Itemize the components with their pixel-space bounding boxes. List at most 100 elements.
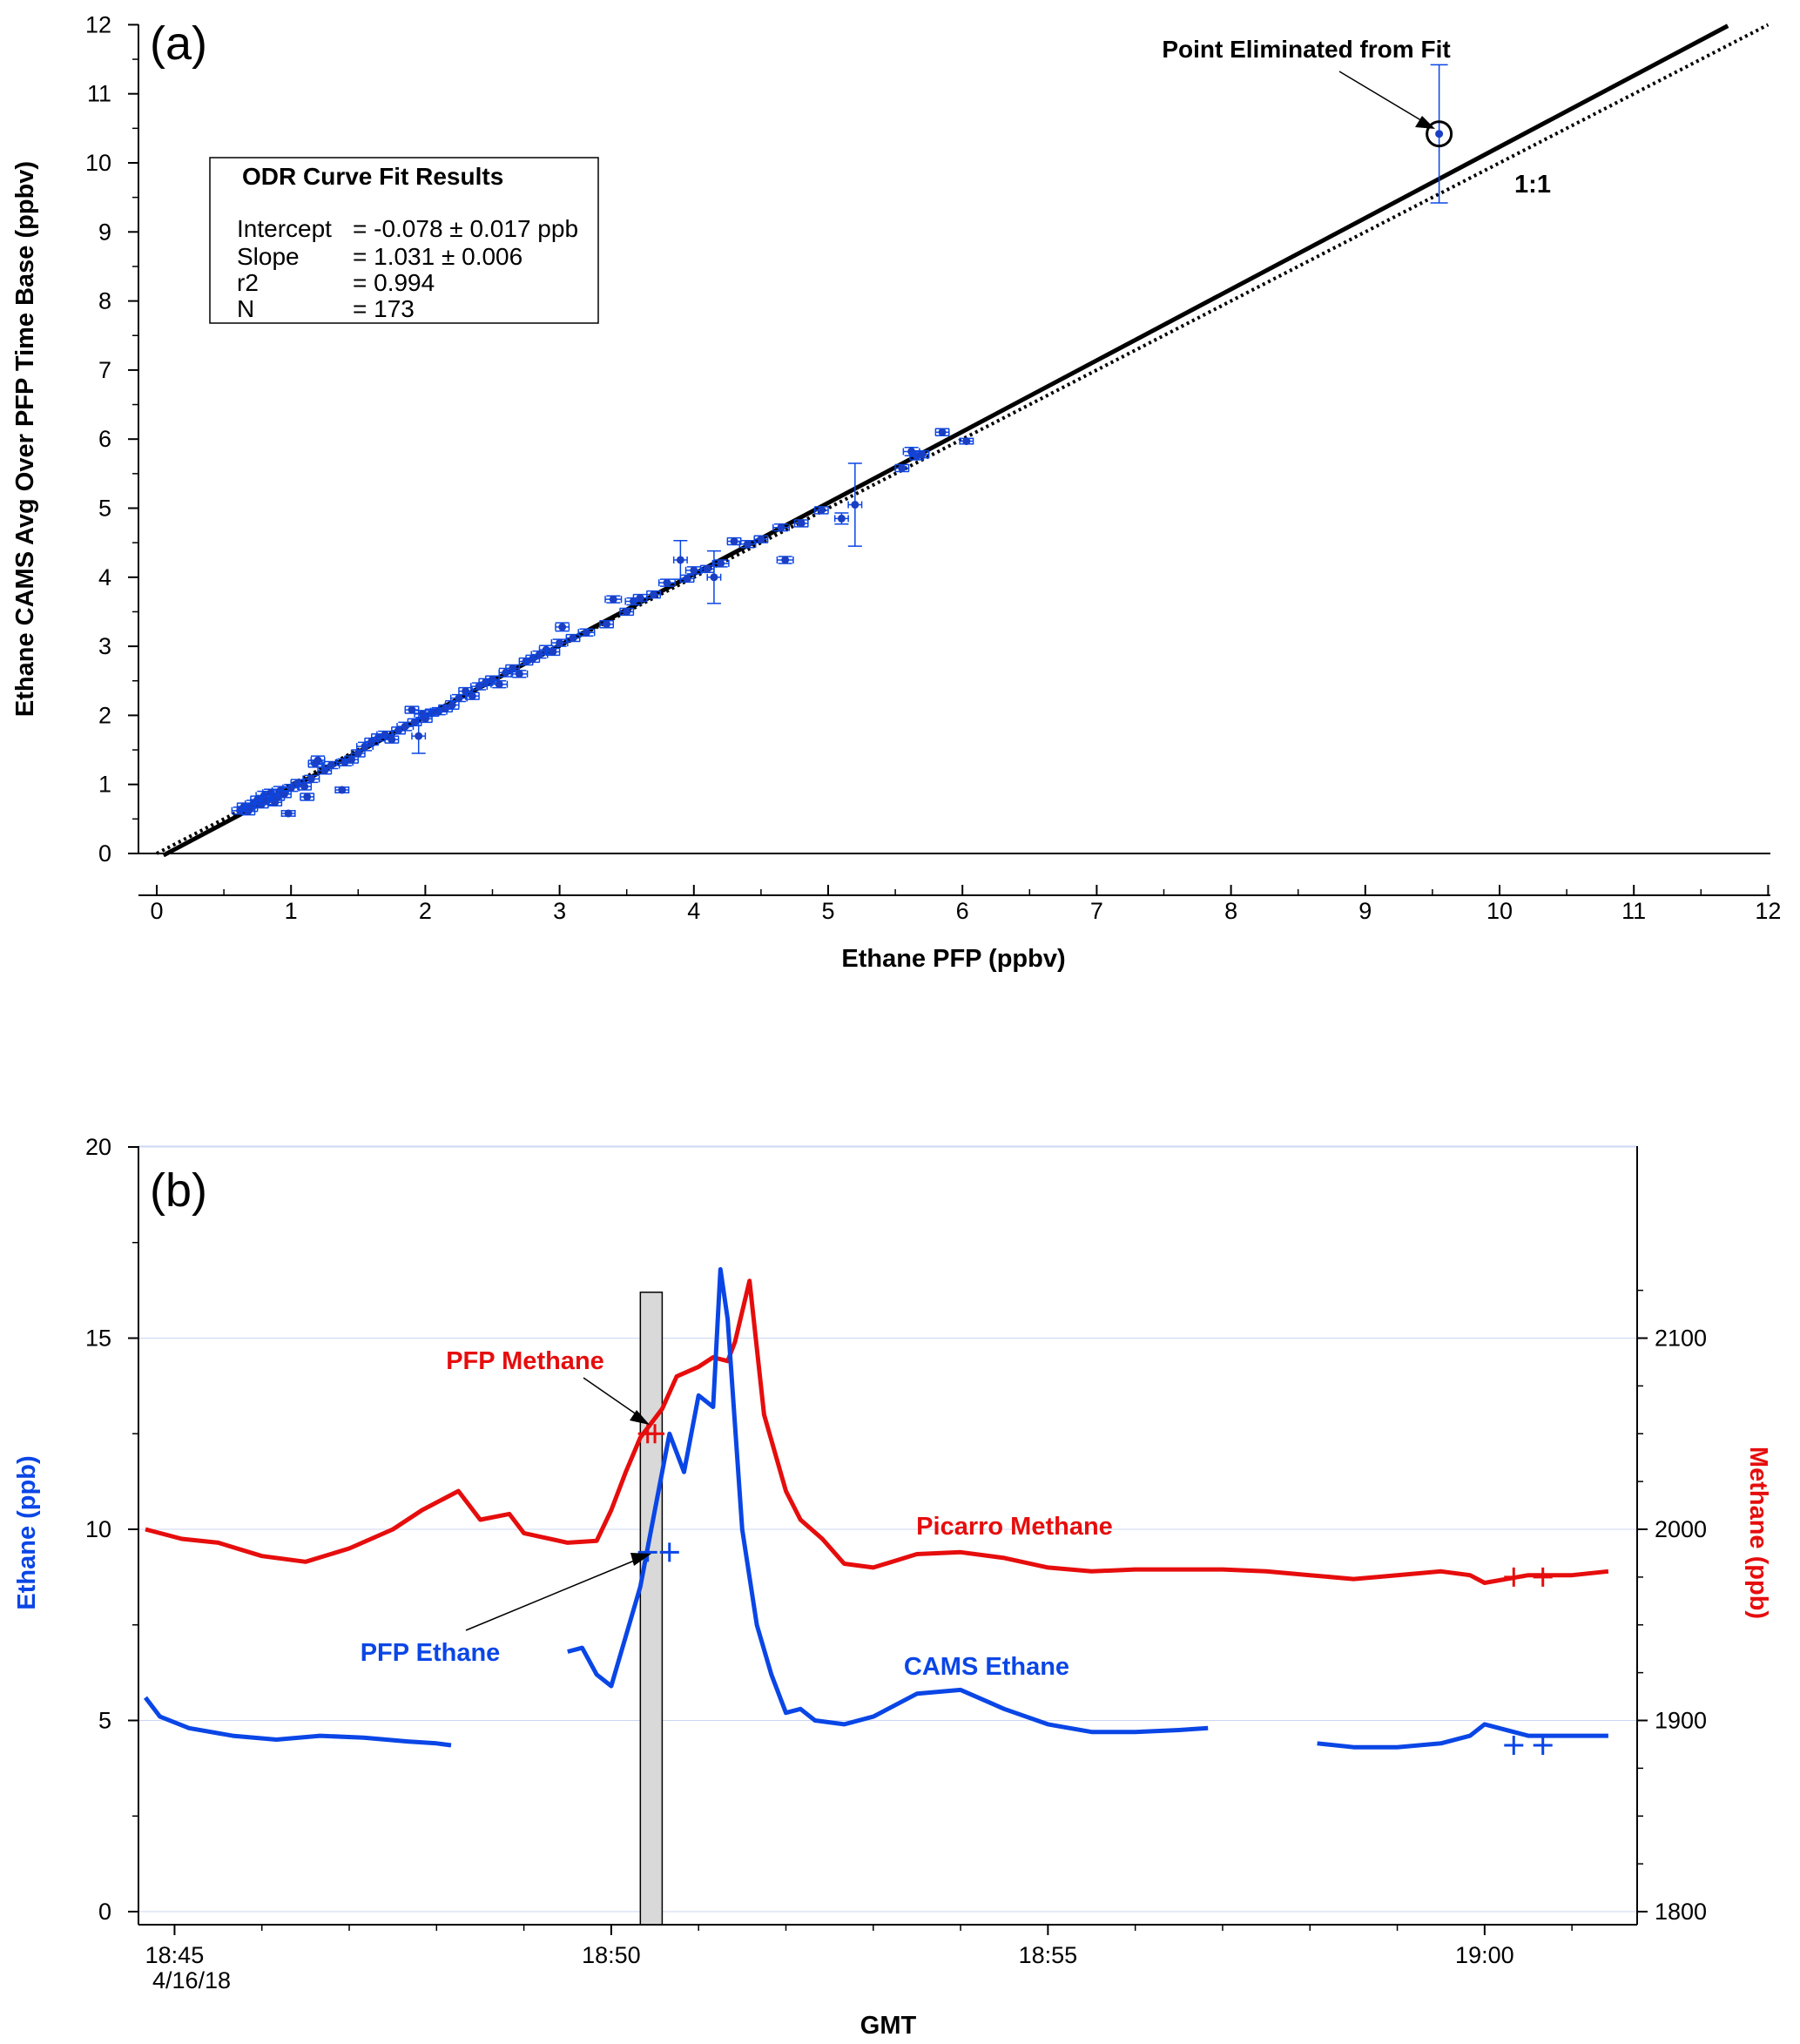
panel-b-gridlines [138, 1145, 1637, 1912]
eliminated-point-leader [1338, 71, 1429, 125]
y-tick-label: 4 [98, 564, 111, 590]
x-tick-label: 0 [150, 898, 163, 924]
panel-b-label: (b) [150, 1164, 207, 1217]
data-point [545, 647, 561, 657]
x-tick-label: 18:55 [1019, 1942, 1078, 1968]
y-tick-label: 10 [85, 150, 111, 176]
point-marker [898, 464, 907, 473]
x-tick-label: 5 [821, 898, 834, 924]
x-tick-label: 19:00 [1455, 1942, 1514, 1968]
data-point [310, 755, 326, 766]
x-tick-label: 11 [1621, 898, 1646, 924]
data-point [555, 622, 570, 632]
data-point [847, 462, 863, 547]
data-point [404, 705, 420, 714]
y-tick-label: 0 [98, 840, 111, 867]
data-point [772, 523, 791, 532]
y-tick-label: 8 [98, 288, 111, 314]
panel-b-right-ticks: 1800 1900 2000 2100 [1637, 1289, 1707, 1925]
panel-b-timeseries: 18:45 18:50 18:55 19:00 0 5 10 15 20 1800 1900 20… [13, 1134, 1772, 2040]
pfp-methane-label: PFP Methane [446, 1347, 604, 1375]
pfp-markers [637, 1424, 1553, 1756]
data-point [577, 628, 596, 637]
pfp-sample-interval [639, 1292, 664, 1926]
y-tick-label: 12 [85, 11, 111, 37]
y-tick-label: 3 [98, 633, 111, 659]
point-marker [280, 790, 288, 799]
point-marker [320, 766, 329, 775]
point-marker [703, 564, 711, 573]
data-point [959, 437, 974, 446]
point-marker [757, 535, 765, 543]
left-tick-label: 0 [98, 1899, 111, 1925]
right-tick-label: 2000 [1655, 1516, 1707, 1542]
cams-ethane-label: CAMS Ethane [904, 1653, 1069, 1681]
eliminated-point-label: Point Eliminated from Fit [1162, 36, 1450, 63]
fit-slope-value: = 1.031 ± 0.006 [353, 243, 522, 270]
point-marker [797, 519, 806, 528]
point-marker [962, 437, 971, 446]
data-point [317, 766, 333, 775]
x-tick-label: 2 [419, 898, 432, 924]
panel-b-left-axis-title: Ethane (ppb) [13, 1455, 41, 1609]
x-tick-label: 9 [1358, 898, 1372, 924]
data-point [376, 730, 394, 739]
data-point [738, 540, 757, 549]
y-tick-label: 1 [98, 772, 111, 798]
data-point [300, 793, 315, 801]
data-point [550, 638, 569, 647]
point-marker [781, 556, 790, 564]
x-tick-label: 3 [553, 898, 566, 924]
data-point [411, 718, 427, 754]
data-point [619, 607, 635, 617]
data-point [490, 680, 509, 689]
point-marker [448, 701, 456, 710]
point-marker [428, 708, 436, 717]
point-marker [410, 718, 419, 726]
y-tick-label: 7 [98, 357, 111, 383]
eliminated-point [1430, 64, 1448, 204]
point-marker [549, 647, 557, 656]
point-marker [327, 760, 335, 769]
x-tick-label: 10 [1487, 898, 1513, 924]
y-tick-label: 6 [98, 426, 111, 452]
point-marker [743, 540, 752, 549]
fit-r2-value: = 0.994 [353, 269, 435, 296]
fit-slope-name: Slope [237, 243, 300, 270]
point-marker [683, 574, 691, 583]
x-tick-label: 12 [1755, 898, 1781, 924]
cams-ethane-segment [144, 1696, 452, 1748]
left-tick-label: 20 [85, 1134, 111, 1160]
data-point [679, 574, 695, 584]
point-marker [938, 428, 947, 436]
point-marker [388, 735, 396, 744]
point-marker [495, 680, 503, 689]
point-marker [262, 797, 271, 806]
panel-b-right-axis-title: Methane (ppb) [1744, 1447, 1772, 1619]
picarro-methane-line [145, 1278, 1609, 1585]
y-tick-label: 9 [98, 219, 111, 245]
fit-n-value: = 173 [353, 295, 415, 322]
point-marker [303, 793, 312, 801]
data-point [384, 735, 400, 744]
data-point [599, 620, 615, 629]
point-marker [475, 682, 483, 691]
fit-n-name: N [237, 295, 254, 322]
point-marker [663, 578, 671, 587]
point-marker [730, 537, 738, 546]
eliminated-point-marker [1435, 130, 1444, 138]
x-tick-label: 18:50 [582, 1942, 641, 1968]
data-point [894, 463, 910, 473]
pfp-ethane-label: PFP Ethane [361, 1639, 501, 1667]
fit-results-frame [209, 157, 599, 324]
point-marker [569, 634, 577, 643]
data-point [813, 506, 829, 515]
point-marker [623, 607, 631, 616]
point-marker [307, 774, 315, 783]
panel-a-x-axis-title: Ethane PFP (ppbv) [841, 945, 1065, 973]
point-marker [676, 556, 684, 564]
cams-ethane-line [144, 1267, 1608, 1750]
